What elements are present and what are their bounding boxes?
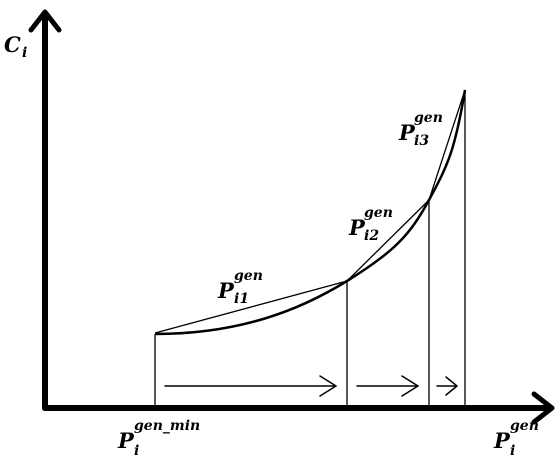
interval-arrows: [164, 375, 458, 397]
axes: [28, 9, 555, 425]
segment-label-1: P gen i1: [217, 268, 263, 307]
segment-3-line: [428, 89, 466, 201]
interval-2-arrowhead: [401, 375, 419, 397]
cost-curve: [154, 89, 467, 336]
x-min-label-sub: i: [134, 443, 139, 459]
segment-label-3-main: P: [398, 120, 416, 145]
interval-3-arrowhead: [445, 376, 458, 396]
segment-label-2: P gen i2: [348, 205, 393, 244]
segment-label-3: P gen i3: [398, 110, 443, 149]
breakpoint-lines: [154, 90, 466, 406]
segment-label-2-sup: gen: [364, 205, 393, 221]
x-axis-label-sub: i: [510, 443, 515, 459]
y-axis-arrowhead: [28, 9, 62, 33]
segment-label-2-sub: i2: [364, 228, 379, 244]
x-min-label-sup: gen_min: [134, 418, 200, 434]
segment-2-line: [346, 199, 430, 282]
x-axis-label-main: P: [493, 428, 511, 453]
segment-label-1-sub: i1: [234, 291, 249, 307]
x-axis-arrowhead: [531, 391, 555, 425]
linear-segments: [154, 89, 466, 334]
y-axis-label-main: C: [4, 32, 21, 57]
interval-1-arrowhead: [319, 375, 337, 397]
x-min-label-main: P: [117, 428, 135, 453]
segment-label-1-main: P: [217, 278, 235, 303]
segment-1-line: [154, 280, 348, 334]
y-axis-label-sub: i: [22, 45, 27, 61]
segment-label-1-sup: gen: [234, 268, 263, 284]
segment-label-3-sup: gen: [414, 110, 443, 126]
x-axis-label-sup: gen: [510, 418, 539, 434]
x-min-label: P gen_min i: [117, 418, 200, 459]
y-axis-label: C i: [4, 32, 27, 61]
segment-label-3-sub: i3: [414, 133, 429, 149]
segment-label-2-main: P: [348, 215, 366, 240]
x-axis-label: P gen i: [493, 418, 539, 459]
